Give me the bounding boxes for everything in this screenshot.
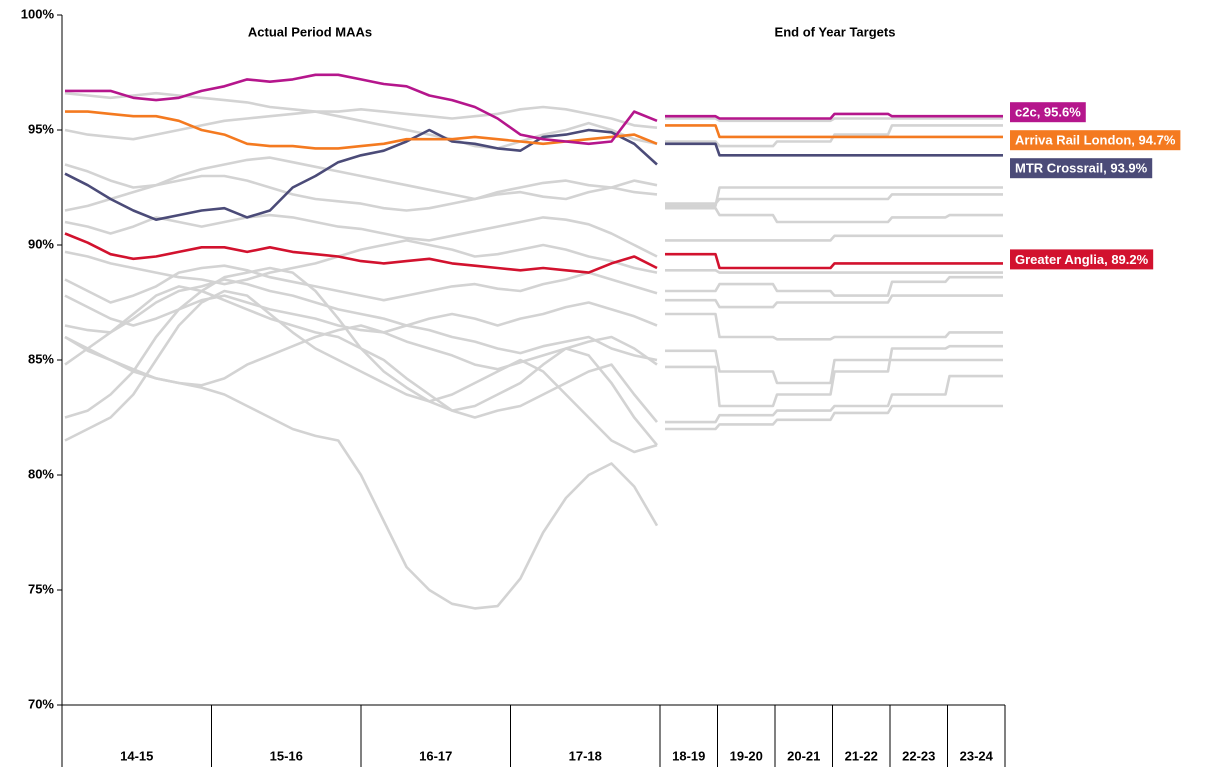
label-box <box>1010 249 1154 270</box>
label-box <box>1010 130 1181 151</box>
series-line <box>65 73 658 146</box>
y-tick-label: 85% <box>28 351 54 366</box>
series-line <box>64 239 658 286</box>
target-line <box>665 312 1003 341</box>
y-tick-label: 70% <box>28 696 54 711</box>
y-tick-label: 100% <box>21 6 55 21</box>
x-tick-label: 15-16 <box>270 748 303 763</box>
series-line <box>64 128 658 221</box>
target-line <box>665 275 1003 297</box>
x-tick-label: 23-24 <box>960 748 994 763</box>
target-line <box>665 404 1003 431</box>
series-line <box>64 264 658 304</box>
x-tick-label: 20-21 <box>787 748 820 763</box>
target-line <box>665 117 1003 123</box>
series-line <box>64 91 658 129</box>
series-line <box>65 110 658 150</box>
y-tick-label: 80% <box>28 466 54 481</box>
label-box <box>1010 102 1086 123</box>
series-line <box>64 156 658 201</box>
x-tick-label: 21-22 <box>845 748 878 763</box>
label-box <box>1010 158 1153 179</box>
y-tick-label: 75% <box>28 581 54 596</box>
y-tick-label: 95% <box>28 121 54 136</box>
target-line <box>665 349 1003 385</box>
x-tick-label: 19-20 <box>730 748 763 763</box>
target-line <box>665 124 1003 139</box>
target-line <box>665 344 1003 408</box>
y-tick-label: 90% <box>28 236 54 251</box>
series-label: c2c, 95.6% <box>1015 105 1081 120</box>
series-line <box>64 294 658 334</box>
target-line <box>665 206 1003 224</box>
series-line <box>64 278 658 362</box>
target-line <box>665 269 1003 274</box>
series-line <box>64 232 658 274</box>
plot <box>64 73 1003 610</box>
x-tick-label: 22-23 <box>902 748 935 763</box>
x-tick-label: 16-17 <box>419 748 452 763</box>
target-line <box>665 193 1003 205</box>
x-tick-label: 14-15 <box>120 748 153 763</box>
target-line <box>665 142 1003 157</box>
section-title: Actual Period MAAs <box>248 24 372 39</box>
target-line <box>665 374 1003 424</box>
target-line <box>665 234 1003 242</box>
target-line <box>665 186 1003 208</box>
series-line <box>64 289 658 454</box>
series-line <box>64 110 658 150</box>
x-tick-label: 17-18 <box>569 748 602 763</box>
target-line <box>665 294 1003 309</box>
section-title: End of Year Targets <box>775 24 896 39</box>
target-line <box>665 112 1003 120</box>
series-label: MTR Crossrail, 93.9% <box>1015 161 1148 176</box>
series-line <box>64 266 659 446</box>
target-line <box>665 252 1003 270</box>
series-line <box>64 335 659 610</box>
series-line <box>64 174 658 212</box>
series-label: Greater Anglia, 89.2% <box>1015 252 1149 267</box>
x-tick-label: 18-19 <box>672 748 705 763</box>
series-line <box>64 324 658 387</box>
series-label: Arriva Rail London, 94.7% <box>1015 133 1176 148</box>
